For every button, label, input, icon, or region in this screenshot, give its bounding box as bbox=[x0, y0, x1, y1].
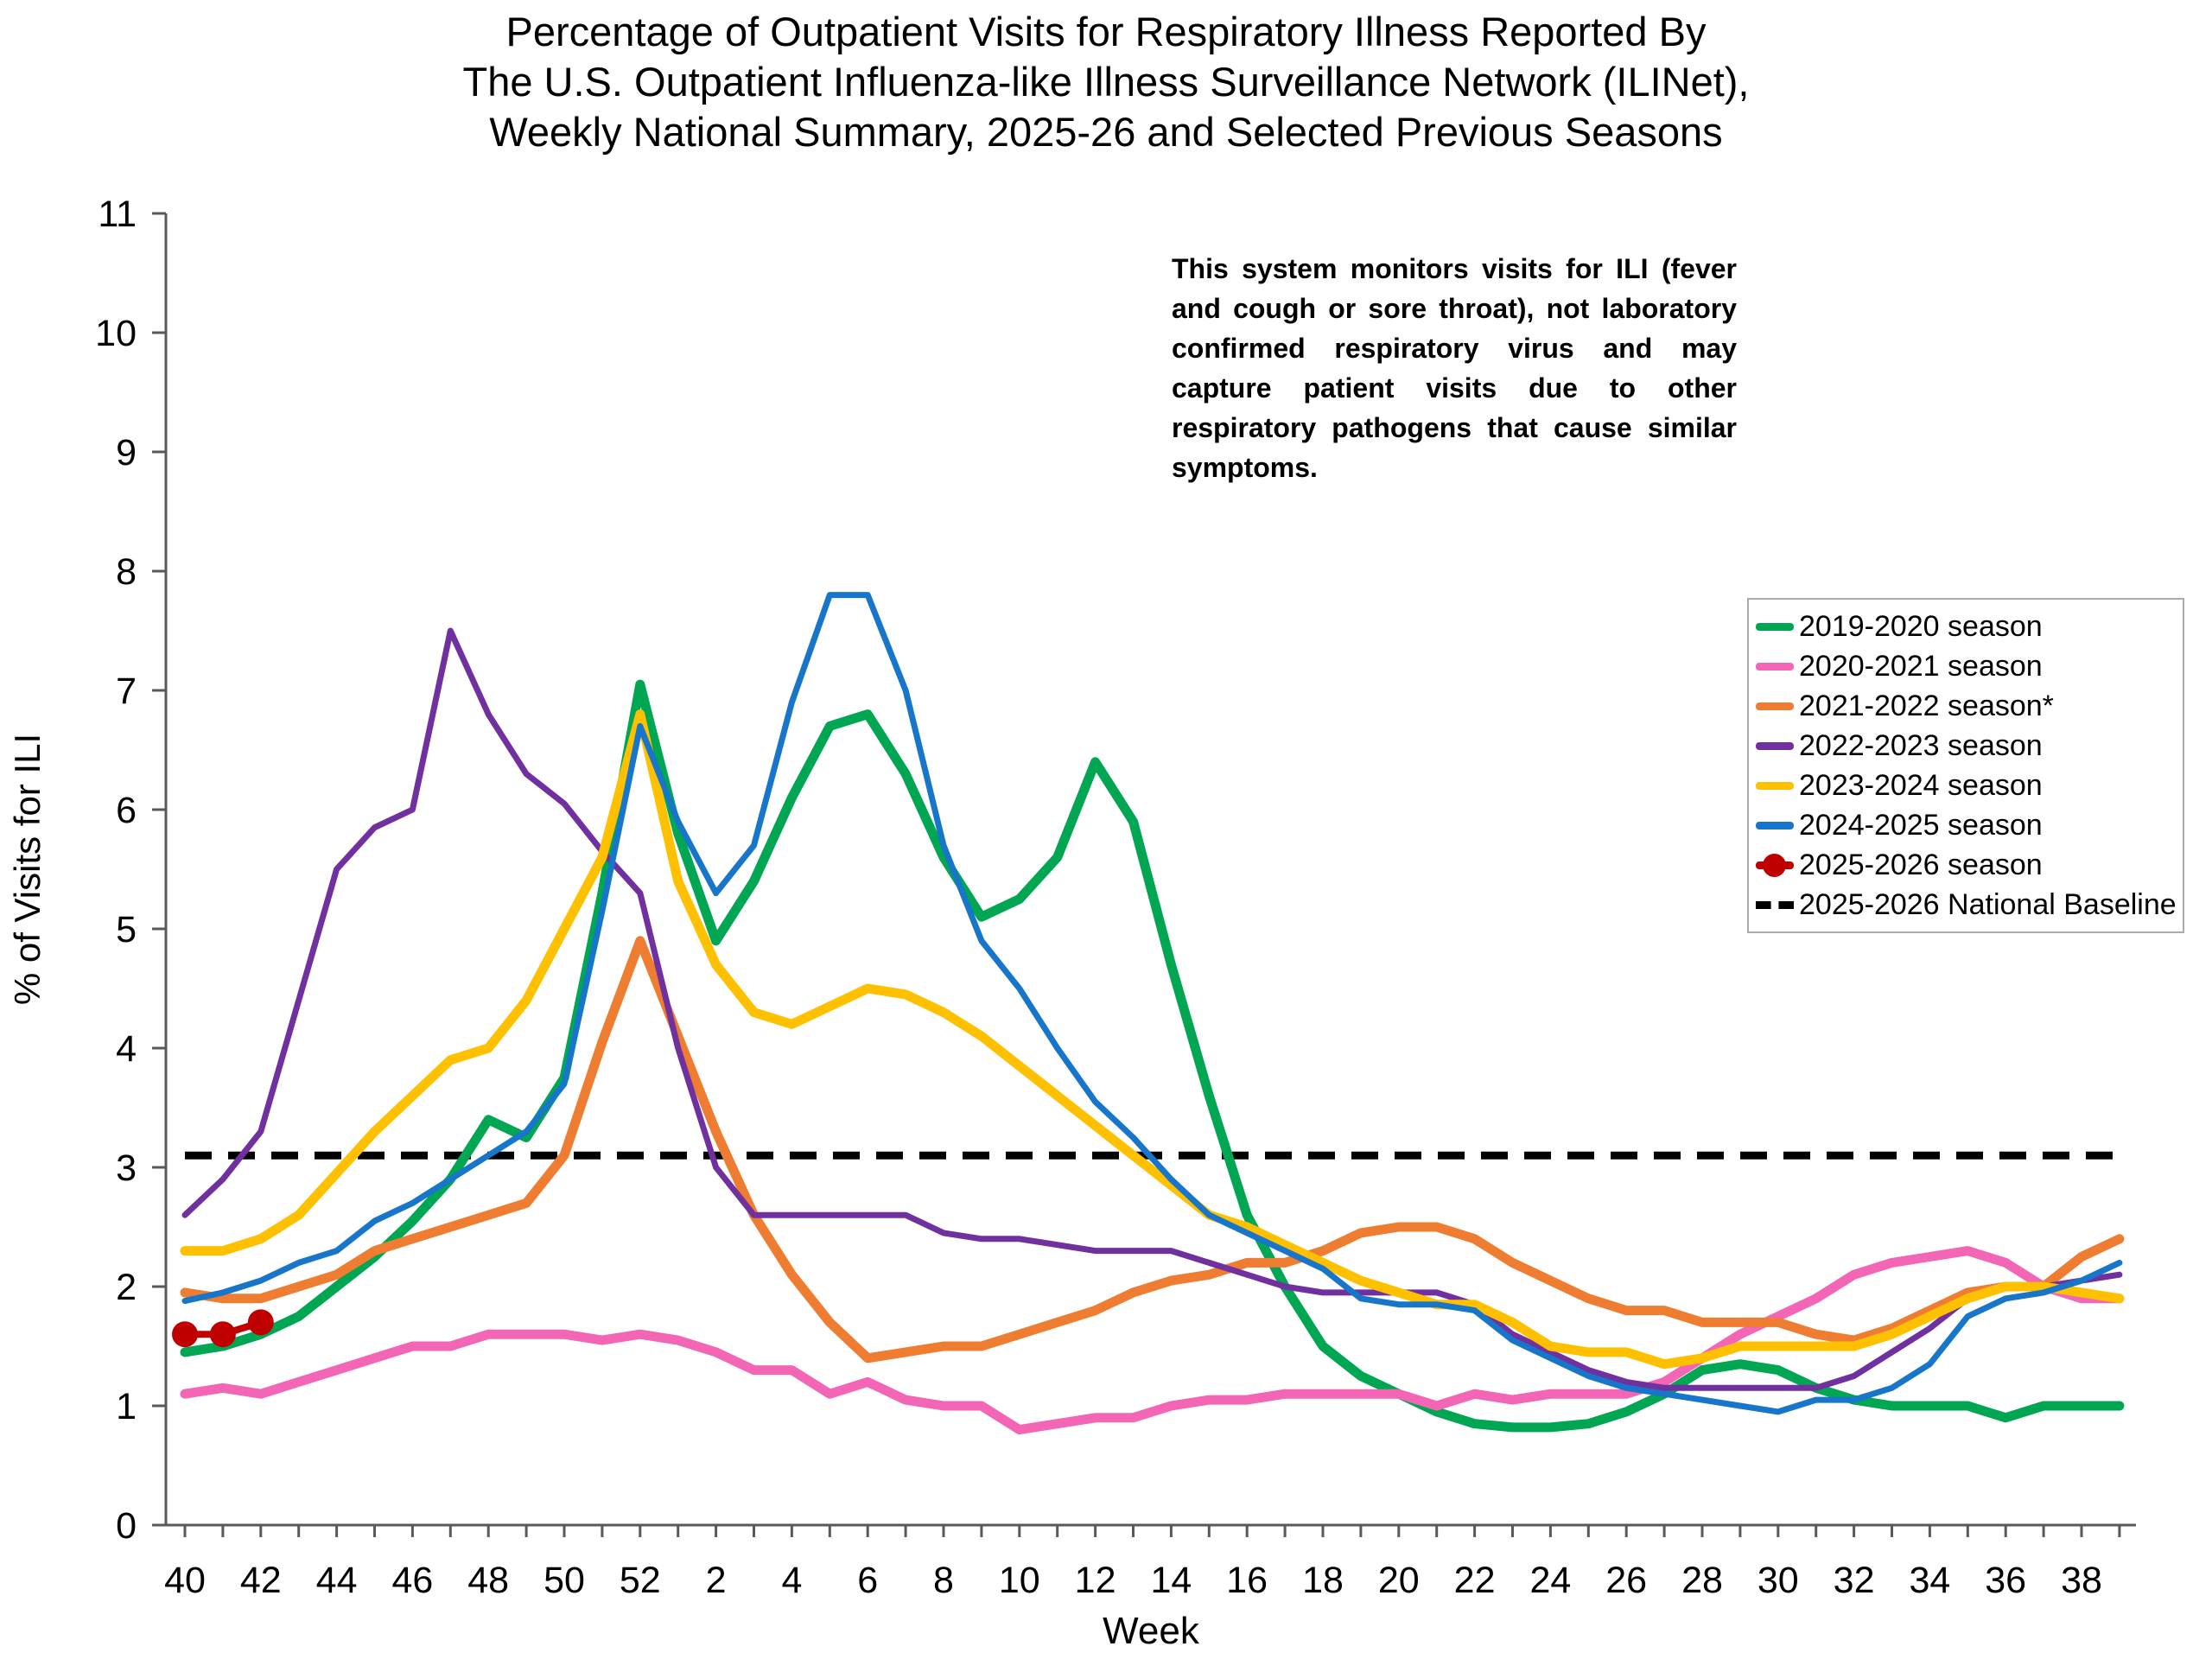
series-line-2020-2021-season bbox=[180, 1246, 2125, 1435]
legend-swatch-icon bbox=[1756, 614, 1794, 639]
chart-title-line-1: Percentage of Outpatient Visits for Resp… bbox=[505, 9, 1707, 54]
y-axis-title: % of Visits for ILI bbox=[7, 734, 48, 1005]
legend: 2019-2020 season 2020-2021 season 2021-202… bbox=[1747, 598, 2184, 933]
legend-item: 2022-2023 season bbox=[1756, 726, 2174, 766]
season-series-lines bbox=[172, 592, 2125, 1435]
legend-item: 2024-2025 season bbox=[1756, 805, 2174, 845]
legend-swatch-icon bbox=[1756, 654, 1794, 678]
x-tick-label: 6 bbox=[857, 1560, 878, 1601]
y-tick-label: 9 bbox=[116, 432, 137, 474]
chart-title-line-3: Weekly National Summary, 2025-26 and Sel… bbox=[489, 109, 1723, 155]
x-tick-label: 36 bbox=[1985, 1560, 2026, 1601]
legend-swatch-icon bbox=[1756, 734, 1794, 758]
legend-label: 2023-2024 season bbox=[1799, 768, 2043, 802]
series-point-marker bbox=[172, 1321, 198, 1348]
legend-swatch-icon bbox=[1756, 813, 1794, 837]
series-line-2024-2025-season bbox=[181, 592, 2123, 1415]
x-tick-label: 40 bbox=[164, 1560, 206, 1601]
series-line-2022-2023-season bbox=[181, 627, 2123, 1391]
legend-swatch-icon bbox=[1756, 853, 1794, 877]
y-tick-label: 2 bbox=[116, 1267, 137, 1308]
chart-title-line-2: The U.S. Outpatient Influenza-like Illne… bbox=[462, 59, 1750, 105]
legend-item: 2025-2026 season bbox=[1756, 845, 2174, 885]
y-tick-label: 6 bbox=[116, 790, 137, 831]
y-tick-label: 4 bbox=[116, 1028, 137, 1070]
y-tick-label: 10 bbox=[95, 313, 137, 354]
x-tick-label: 44 bbox=[316, 1560, 358, 1601]
x-tick-label: 12 bbox=[1075, 1560, 1116, 1601]
legend-label: 2019-2020 season bbox=[1799, 609, 2043, 643]
ili-definition-note: This system monitors visits for ILI (fev… bbox=[1172, 253, 1737, 483]
legend-label: 2021-2022 season* bbox=[1799, 689, 2054, 722]
series-line-2019-2020-season bbox=[180, 679, 2125, 1433]
y-tick-label: 5 bbox=[116, 909, 137, 950]
x-tick-label: 48 bbox=[467, 1560, 509, 1601]
x-tick-label: 30 bbox=[1758, 1560, 1799, 1601]
legend-label: 2025-2026 National Baseline bbox=[1799, 887, 2177, 921]
axes bbox=[152, 212, 2136, 1537]
y-tick-label: 7 bbox=[116, 671, 137, 712]
legend-swatch-icon bbox=[1756, 694, 1794, 718]
x-tick-label: 4 bbox=[781, 1560, 802, 1601]
x-tick-label: 16 bbox=[1226, 1560, 1268, 1601]
y-tick-label: 11 bbox=[98, 194, 137, 235]
x-tick-label: 50 bbox=[543, 1560, 585, 1601]
x-tick-label: 22 bbox=[1454, 1560, 1496, 1601]
x-tick-label: 42 bbox=[240, 1560, 282, 1601]
x-tick-label: 28 bbox=[1681, 1560, 1723, 1601]
chart-title: Percentage of Outpatient Visits for Resp… bbox=[0, 7, 2212, 157]
x-tick-label: 26 bbox=[1605, 1560, 1647, 1601]
x-tick-label: 34 bbox=[1909, 1560, 1950, 1601]
x-tick-label: 24 bbox=[1529, 1560, 1571, 1601]
legend-label: 2025-2026 season bbox=[1799, 848, 2043, 881]
x-axis-title: Week bbox=[1103, 1610, 1200, 1652]
y-tick-label: 0 bbox=[116, 1505, 137, 1547]
y-tick-label: 3 bbox=[116, 1147, 137, 1189]
x-tick-label: 18 bbox=[1302, 1560, 1344, 1601]
legend-swatch-icon bbox=[1756, 893, 1794, 917]
legend-item: 2019-2020 season bbox=[1756, 607, 2174, 646]
x-tick-label: 20 bbox=[1378, 1560, 1420, 1601]
series-line-2023-2024-season bbox=[180, 709, 2125, 1370]
x-tick-label: 10 bbox=[999, 1560, 1040, 1601]
series-point-marker bbox=[209, 1321, 236, 1348]
legend-item: 2025-2026 National Baseline bbox=[1756, 885, 2177, 925]
x-tick-label: 38 bbox=[2061, 1560, 2102, 1601]
x-tick-label: 46 bbox=[391, 1560, 433, 1601]
legend-label: 2020-2021 season bbox=[1799, 649, 2043, 683]
y-tick-label: 1 bbox=[116, 1386, 137, 1427]
x-tick-label: 2 bbox=[706, 1560, 727, 1601]
legend-label: 2024-2025 season bbox=[1799, 808, 2043, 842]
series-line-2021-2022-season- bbox=[180, 936, 2125, 1363]
x-tick-label: 14 bbox=[1150, 1560, 1192, 1601]
legend-label: 2022-2023 season bbox=[1799, 728, 2043, 762]
x-tick-label: 32 bbox=[1834, 1560, 1875, 1601]
legend-item: 2020-2021 season bbox=[1756, 646, 2174, 686]
x-tick-label: 52 bbox=[620, 1560, 661, 1601]
y-tick-label: 8 bbox=[116, 551, 137, 593]
x-tick-label: 8 bbox=[933, 1560, 954, 1601]
legend-item: 2023-2024 season bbox=[1756, 766, 2174, 805]
legend-swatch-icon bbox=[1756, 773, 1794, 798]
legend-item: 2021-2022 season* bbox=[1756, 686, 2174, 726]
series-point-marker bbox=[247, 1309, 274, 1336]
